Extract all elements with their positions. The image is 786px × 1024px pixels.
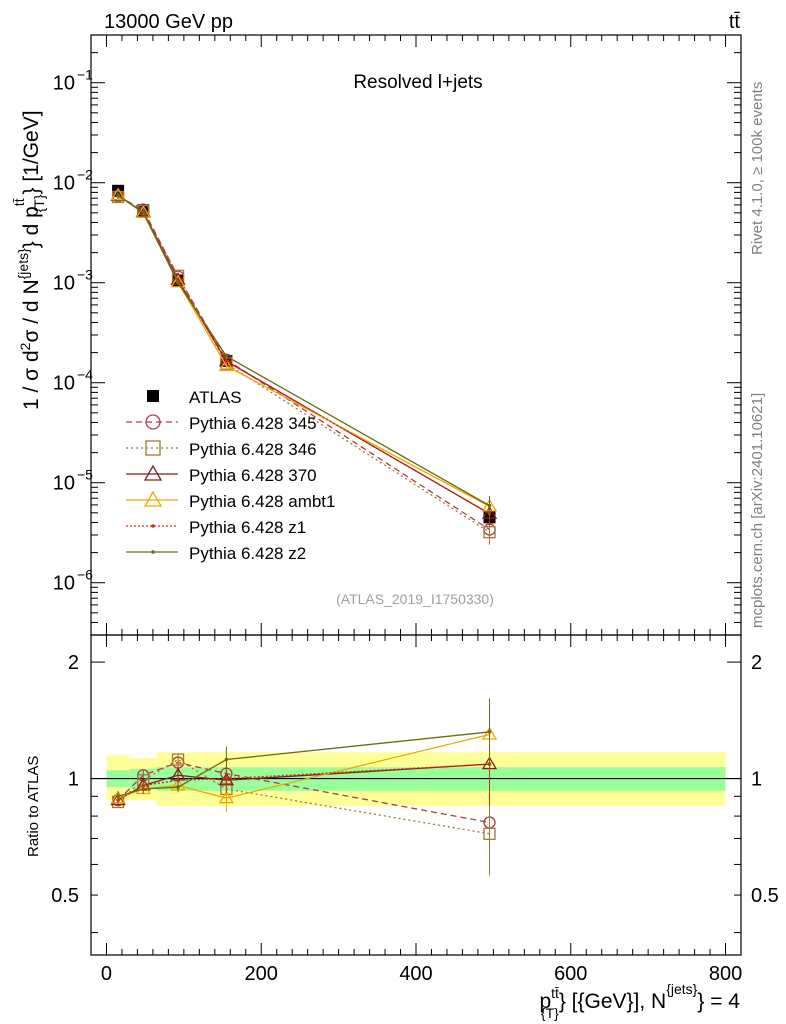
ratio-tick-label-right: 0.5 xyxy=(751,885,779,907)
ratio-tick-label-right: 1 xyxy=(751,769,762,791)
mcplots-label: mcplots.cern.ch [arXiv:2401.10621] xyxy=(749,393,766,628)
legend-marker-atlas xyxy=(147,390,159,402)
ratio-point xyxy=(171,753,185,766)
y-tick-exponent: −2 xyxy=(77,167,93,183)
process-label: tt̄ xyxy=(729,11,741,33)
legend-marker xyxy=(145,440,161,456)
y-tick-exponent: −6 xyxy=(77,567,93,583)
y-tick-exponent: −5 xyxy=(77,467,93,483)
x-tick-label: 600 xyxy=(554,963,587,985)
ratio-point xyxy=(224,757,229,762)
series-point xyxy=(176,280,180,285)
y-tick-label: 10 xyxy=(53,573,75,595)
x-tick-label: 200 xyxy=(245,963,278,985)
ratio-point xyxy=(176,785,180,790)
x-axis-label: ptt̄ {T}} [{GeV}], N{jets}} = 4 xyxy=(539,981,740,1021)
ratio-point xyxy=(224,776,229,781)
x-tick-label: 800 xyxy=(709,963,742,985)
y-tick-exponent: −4 xyxy=(77,367,93,383)
series-point xyxy=(487,503,492,508)
y-tick-label: 10 xyxy=(53,473,75,495)
ratio-tick-label-right: 2 xyxy=(751,652,762,674)
legend-label: Pythia 6.428 370 xyxy=(189,466,317,485)
svg-text:ptt̄{T}} [{GeV}], N{jets}} = 4: ptt̄ {T}} [{GeV}], N{jets}} = 4 xyxy=(539,981,740,1021)
series-point xyxy=(483,526,496,539)
ratio-point xyxy=(487,730,492,734)
energy-label: 13000 GeV pp xyxy=(104,11,233,33)
chart-title: Resolved l+jets xyxy=(353,72,482,93)
x-tick-label: 0 xyxy=(101,963,112,985)
legend-label: Pythia 6.428 345 xyxy=(189,414,317,433)
legend-label: Pythia 6.428 ambt1 xyxy=(189,492,335,511)
series-point xyxy=(141,211,146,215)
rivet-label: Rivet 4.1.0, ≥ 100k events xyxy=(749,82,766,255)
ratio-tick-label: 2 xyxy=(68,652,79,674)
y-tick-label: 10 xyxy=(53,373,75,395)
y-tick-exponent: −3 xyxy=(77,267,93,283)
legend-label: Pythia 6.428 z1 xyxy=(189,518,306,537)
y-tick-exponent: −1 xyxy=(77,67,93,83)
legend-marker xyxy=(151,550,155,554)
x-tick-label: 400 xyxy=(399,963,432,985)
svg-text:1 / σ d2σ / d N{jets}} d ptt̄{: 1 / σ d2σ / d N{jets}} d ptt̄ {T}} [1/GeV… xyxy=(11,110,47,410)
series-layer xyxy=(110,184,498,876)
ratio-point xyxy=(116,794,120,799)
ratio-point xyxy=(176,778,180,783)
ratio-tick-label: 0.5 xyxy=(51,885,79,907)
legend-label: Pythia 6.428 346 xyxy=(189,440,317,459)
legend-label-atlas: ATLAS xyxy=(189,388,242,407)
ratio-point xyxy=(218,790,235,804)
series-point xyxy=(135,205,151,218)
legend: ATLAS Pythia 6.428 345 Pythia 6.428 346 Pyt… xyxy=(126,388,335,563)
legend-marker xyxy=(143,464,163,481)
series-point xyxy=(224,354,229,359)
y-tick-label: 10 xyxy=(53,73,75,95)
legend-marker xyxy=(143,490,163,507)
y-axis-label: 1 / σ d2σ / d N{jets}} d ptt̄ {T}} [1/GeV… xyxy=(11,110,47,410)
y-tick-label: 10 xyxy=(53,273,75,295)
legend-marker xyxy=(151,524,155,528)
legend-marker xyxy=(145,414,161,430)
series-point xyxy=(116,193,120,198)
ratio-y-label: Ratio to ATLAS xyxy=(25,756,42,857)
series-line xyxy=(117,196,490,533)
ratio-point xyxy=(483,827,496,840)
ratio-tick-label: 1 xyxy=(68,769,79,791)
analysis-id: (ATLAS_2019_I1750330) xyxy=(336,591,494,607)
series-point xyxy=(224,359,229,363)
legend-label: Pythia 6.428 z2 xyxy=(189,544,306,563)
series-point xyxy=(218,358,235,372)
y-tick-label: 10 xyxy=(53,173,75,195)
ratio-point xyxy=(141,787,146,791)
series-point xyxy=(110,187,126,201)
series-point xyxy=(170,274,186,288)
series-line xyxy=(117,194,490,507)
series-line xyxy=(117,194,490,507)
